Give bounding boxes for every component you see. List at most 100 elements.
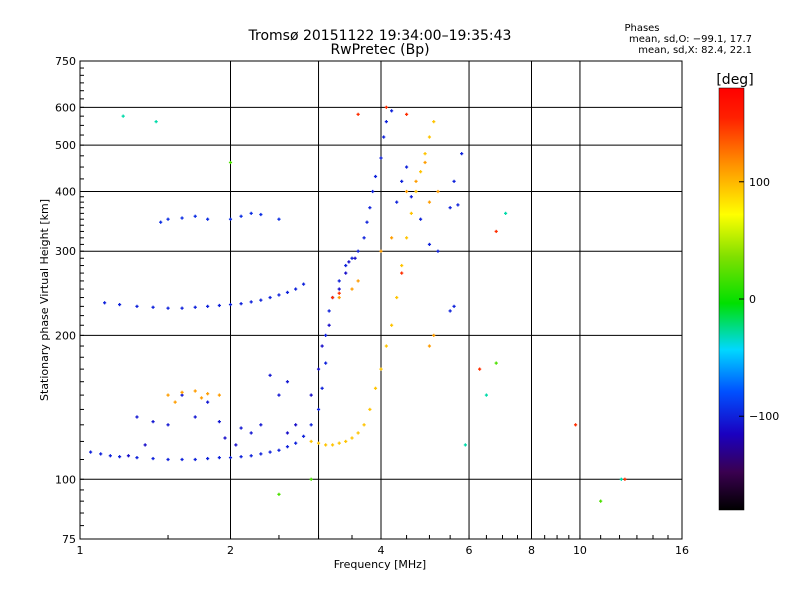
echo-point-55 — [285, 290, 290, 295]
echo-point-119 — [379, 367, 383, 371]
stats-heading: Phases — [624, 23, 659, 34]
echo-point-87 — [436, 249, 440, 253]
echo-point-164 — [599, 499, 603, 503]
echo-point-18 — [294, 441, 298, 445]
y-tick-label-100: 100 — [55, 473, 76, 486]
echo-point-43 — [151, 305, 155, 309]
echo-point-133 — [193, 389, 197, 393]
echo-point-105 — [344, 271, 348, 275]
echo-point-4 — [135, 456, 139, 460]
echo-point-144 — [414, 179, 418, 183]
echo-point-93 — [452, 304, 456, 308]
echo-point-12 — [239, 455, 243, 459]
echo-point-140 — [356, 279, 360, 283]
x-tick-label-6: 6 — [466, 544, 473, 557]
echo-point-101 — [316, 367, 321, 371]
echo-point-134 — [206, 392, 210, 396]
echo-point-57 — [301, 282, 306, 286]
echo-point-29 — [350, 256, 354, 260]
echo-point-80 — [206, 400, 210, 404]
echo-point-48 — [217, 303, 221, 308]
x-tick-label-1: 1 — [77, 544, 84, 557]
echo-point-9 — [206, 456, 210, 461]
echo-point-132 — [180, 390, 184, 394]
echo-point-166 — [154, 120, 158, 124]
echo-point-40 — [103, 301, 107, 305]
y-tick-label-200: 200 — [55, 329, 76, 342]
colorbar-unit: [deg] — [716, 72, 753, 88]
stats-line-x: mean, sd,X: 82.4, 22.1 — [638, 45, 752, 56]
echo-point-91 — [460, 152, 464, 156]
echo-point-61 — [206, 217, 210, 221]
echo-point-42 — [135, 304, 139, 308]
echo-point-167 — [463, 443, 467, 447]
echo-point-8 — [193, 457, 197, 462]
echo-point-155 — [494, 229, 498, 234]
x-tick-label-10: 10 — [573, 544, 587, 557]
echo-point-139 — [350, 287, 354, 291]
echo-point-116 — [362, 423, 366, 427]
echo-point-92 — [448, 309, 452, 313]
echo-point-69 — [151, 420, 155, 424]
y-tick-label-75: 75 — [62, 533, 76, 546]
echo-point-152 — [384, 105, 388, 109]
colorbar-tick-label-1: 0 — [749, 293, 756, 306]
echo-point-168 — [503, 211, 508, 215]
echo-point-21 — [316, 407, 321, 412]
echo-point-67 — [159, 220, 163, 224]
echo-point-131 — [166, 393, 170, 397]
echo-point-76 — [285, 380, 290, 384]
echo-point-53 — [268, 295, 272, 300]
y-tick-label-300: 300 — [55, 245, 76, 258]
echo-point-25 — [327, 309, 331, 313]
echo-point-13 — [249, 454, 253, 458]
echo-point-83 — [404, 165, 409, 169]
echo-point-163 — [494, 361, 498, 365]
echo-point-138 — [337, 295, 341, 300]
echo-point-147 — [436, 189, 440, 194]
echo-point-79 — [180, 393, 184, 397]
echo-point-146 — [427, 200, 432, 204]
echo-point-157 — [623, 477, 627, 481]
echo-point-66 — [277, 217, 281, 221]
echo-point-156 — [573, 423, 578, 427]
y-axis-label: Stationary phase Virtual Height [km] — [38, 199, 51, 401]
y-tick-label-500: 500 — [55, 139, 76, 152]
echo-point-154 — [478, 367, 482, 371]
echo-point-170 — [484, 393, 489, 397]
echo-point-130 — [432, 120, 436, 124]
echo-point-1 — [99, 452, 103, 456]
echo-point-77 — [268, 373, 272, 377]
x-axis-ticks: 1 2 4 6 8 10 16 — [77, 535, 689, 557]
echo-point-5 — [151, 456, 155, 461]
echo-point-14 — [259, 452, 263, 456]
echo-point-62 — [228, 217, 233, 221]
echo-point-89 — [456, 203, 460, 207]
echo-point-32 — [365, 220, 369, 224]
echo-point-45 — [180, 306, 184, 310]
echo-point-10 — [217, 456, 221, 460]
echo-point-137 — [199, 396, 204, 400]
echo-point-112 — [337, 441, 341, 445]
colorbar-ticks: 100 0 −100 — [739, 176, 779, 423]
stats-line-o: mean, sd,O: −99.1, 17.7 — [629, 34, 752, 45]
echo-point-28 — [344, 263, 348, 268]
echo-point-135 — [217, 393, 221, 397]
echo-point-165 — [121, 114, 125, 118]
x-axis-label: Frequency [MHz] — [334, 558, 426, 571]
echo-point-128 — [423, 152, 427, 156]
echo-point-104 — [337, 287, 341, 291]
echo-point-51 — [249, 300, 253, 304]
echo-point-102 — [320, 344, 324, 348]
echo-point-23 — [324, 361, 328, 365]
echo-point-74 — [259, 423, 263, 427]
echo-point-125 — [409, 211, 413, 215]
echo-point-82 — [400, 179, 404, 183]
echo-point-6 — [166, 457, 170, 462]
echo-point-47 — [206, 304, 210, 308]
echo-point-114 — [350, 436, 354, 440]
echo-point-49 — [228, 302, 233, 307]
echo-point-149 — [427, 344, 432, 348]
chart-title: Tromsø 20151122 19:34:00–19:35:43 — [248, 28, 512, 44]
